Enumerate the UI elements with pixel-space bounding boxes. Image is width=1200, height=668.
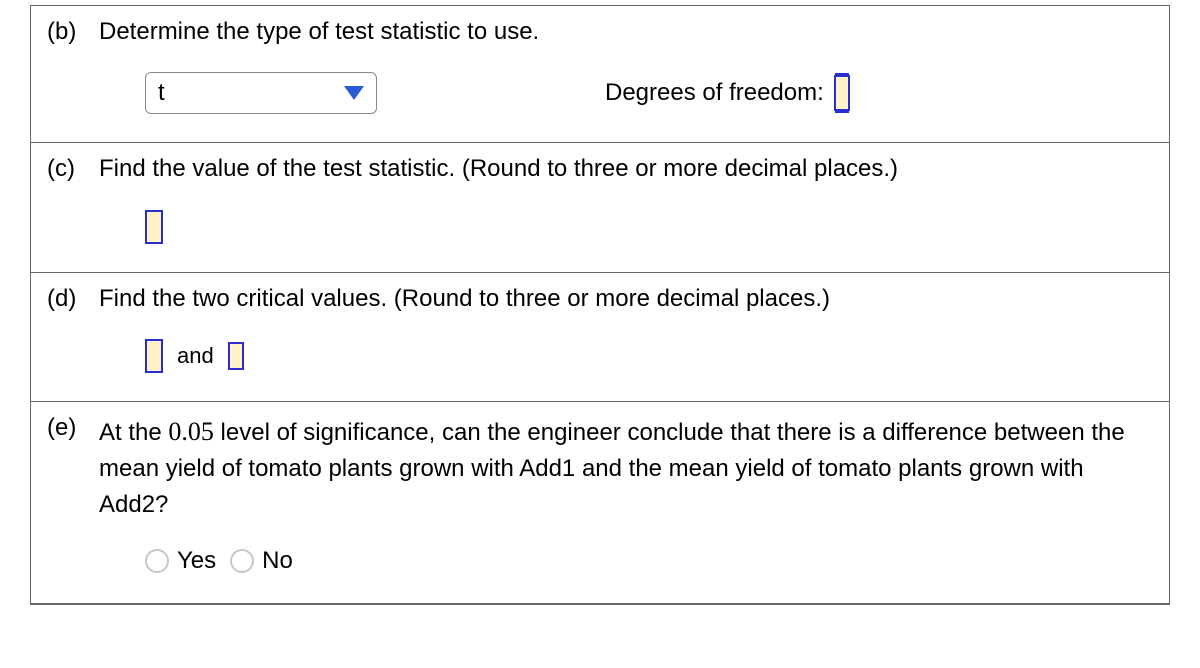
row-d-inputs: and — [145, 339, 1153, 373]
prompt-e-post: level of significance, can the engineer … — [99, 419, 1125, 518]
critical-value-1-input[interactable] — [145, 339, 163, 373]
yes-no-options: Yes No — [145, 547, 1153, 575]
section-b: (b) Determine the type of test statistic… — [31, 6, 1169, 143]
test-statistic-value-input[interactable] — [145, 210, 163, 244]
row-c-inputs — [145, 210, 1153, 244]
alpha-value: 0.05 — [168, 417, 214, 446]
section-e: (e) At the 0.05 level of significance, c… — [31, 402, 1169, 604]
option-no-label: No — [262, 547, 293, 575]
and-text: and — [177, 343, 214, 369]
section-d-content: Find the two critical values. (Round to … — [99, 283, 1153, 373]
degrees-of-freedom-group: Degrees of freedom: — [605, 75, 850, 111]
critical-value-2-input[interactable] — [228, 342, 244, 370]
radio-no[interactable] — [230, 549, 254, 573]
section-e-content: At the 0.05 level of significance, can t… — [99, 412, 1153, 575]
dof-input[interactable] — [834, 75, 850, 111]
section-b-content: Determine the type of test statistic to … — [99, 16, 1153, 114]
prompt-c: Find the value of the test statistic. (R… — [99, 153, 1153, 185]
part-label-b: (b) — [47, 16, 99, 46]
prompt-d: Find the two critical values. (Round to … — [99, 283, 1153, 315]
dropdown-selected-value: t — [158, 79, 165, 107]
test-statistic-dropdown[interactable]: t — [145, 72, 377, 114]
section-c: (c) Find the value of the test statistic… — [31, 143, 1169, 272]
option-yes-label: Yes — [177, 547, 216, 575]
part-label-c: (c) — [47, 153, 99, 183]
section-d: (d) Find the two critical values. (Round… — [31, 273, 1169, 402]
part-label-d: (d) — [47, 283, 99, 313]
prompt-e: At the 0.05 level of significance, can t… — [99, 412, 1153, 523]
prompt-e-pre: At the — [99, 419, 168, 446]
part-label-e: (e) — [47, 412, 99, 442]
radio-yes[interactable] — [145, 549, 169, 573]
question-table: (b) Determine the type of test statistic… — [30, 5, 1170, 605]
dof-label: Degrees of freedom: — [605, 79, 824, 107]
row-b-inputs: t Degrees of freedom: — [145, 72, 1153, 114]
chevron-down-icon — [344, 86, 364, 100]
prompt-b: Determine the type of test statistic to … — [99, 16, 1153, 48]
section-c-content: Find the value of the test statistic. (R… — [99, 153, 1153, 243]
